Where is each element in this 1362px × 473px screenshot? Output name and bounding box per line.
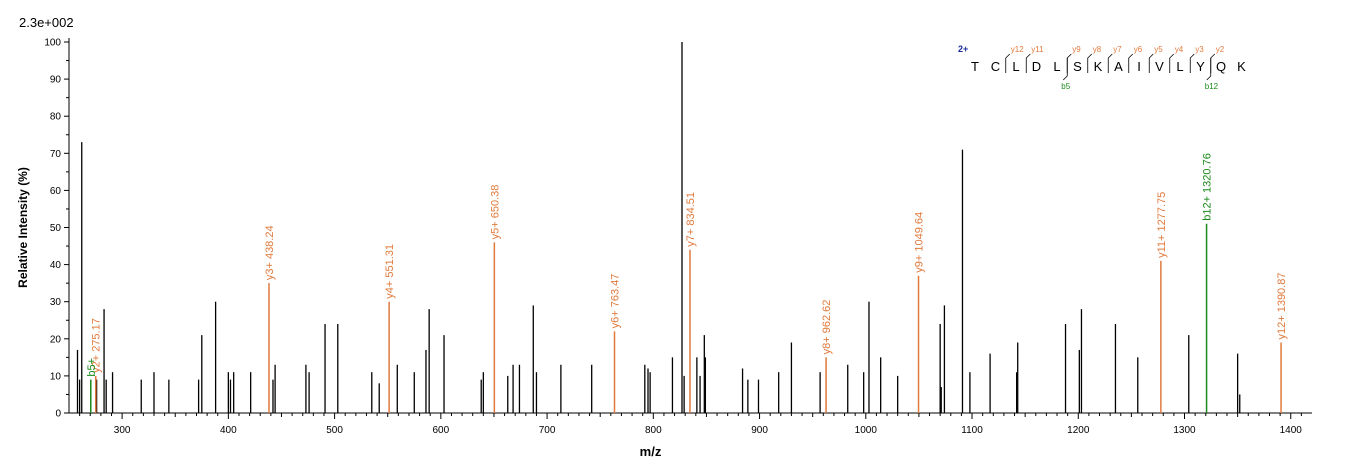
x-tick-label: 1100	[961, 425, 983, 436]
b-ion-bracket	[1206, 58, 1212, 81]
y-ion-label: y6	[1134, 45, 1143, 54]
y-ion-bracket	[1169, 53, 1175, 73]
y-ion-label: y5	[1154, 45, 1163, 54]
sequence-residue: T	[971, 59, 979, 74]
peak-annotation: b12+ 1320.76	[1202, 153, 1214, 221]
peak-annotation: y4+ 551.31	[384, 244, 396, 299]
y-ion-label: y8	[1093, 45, 1102, 54]
y-ion-bracket	[1210, 53, 1216, 73]
sequence-residue: C	[991, 59, 1000, 74]
sequence-residue: I	[1137, 59, 1141, 74]
peak-annotation: y5+ 650.38	[489, 185, 501, 240]
sequence-residue: A	[1114, 59, 1123, 74]
x-tick-label: 300	[114, 425, 131, 436]
sequence-residue: V	[1155, 59, 1164, 74]
peak-annotation: y9+ 1049.64	[914, 212, 926, 273]
peak-annotation: y6+ 763.47	[610, 274, 622, 329]
y-tick-label: 30	[50, 297, 62, 308]
y-ion-bracket	[1128, 53, 1134, 73]
peak-annotation: y11+ 1277.75	[1156, 192, 1168, 258]
x-tick-label: 1200	[1067, 425, 1090, 436]
y-ion-label: y4	[1175, 45, 1184, 54]
charge-state-label: 2+	[958, 44, 968, 54]
b-ion-label: b12	[1205, 82, 1219, 91]
x-axis-label: m/z	[640, 444, 662, 459]
y-tick-label: 100	[44, 38, 61, 49]
sequence-residue: Y	[1196, 59, 1205, 74]
y-ion-bracket	[1025, 53, 1031, 73]
y-axis-label: Relative Intensity (%)	[16, 167, 30, 288]
y-tick-label: 70	[50, 149, 62, 160]
x-tick-label: 900	[751, 425, 768, 436]
x-tick-label: 1400	[1280, 425, 1303, 436]
y-tick-label: 80	[50, 112, 62, 123]
sequence-residue: Q	[1216, 59, 1226, 74]
y-tick-label: 60	[50, 186, 62, 197]
b-ion-label: b5	[1061, 82, 1070, 91]
x-tick-label: 400	[220, 425, 237, 436]
x-tick-label: 1300	[1173, 425, 1196, 436]
peak-annotation: b5+	[86, 358, 98, 377]
y-ion-label: y11	[1031, 45, 1044, 54]
sequence-residue: L	[1012, 59, 1019, 74]
y-tick-label: 0	[55, 409, 61, 420]
y-tick-label: 90	[50, 75, 62, 86]
peak-annotation: y7+ 834.51	[685, 192, 697, 247]
sequence-residue: S	[1073, 59, 1082, 74]
y-tick-label: 50	[50, 223, 62, 234]
sequence-residue: K	[1237, 59, 1246, 74]
y-tick-label: 10	[50, 371, 62, 382]
y-ion-bracket	[1066, 53, 1072, 73]
y-ion-label: y9	[1072, 45, 1081, 54]
x-tick-label: 600	[432, 425, 449, 436]
sequence-residue: L	[1176, 59, 1183, 74]
sequence-residue: L	[1053, 59, 1060, 74]
peak-annotation: y12+ 1390.87	[1276, 273, 1288, 340]
y-ion-label: y3	[1195, 45, 1204, 54]
y-tick-label: 20	[50, 334, 62, 345]
peak-annotation: y8+ 962.62	[821, 300, 833, 355]
peak-annotation: y3+ 438.24	[264, 225, 276, 280]
y-ion-bracket	[1148, 53, 1154, 73]
y-ion-label: y7	[1113, 45, 1122, 54]
x-tick-label: 800	[645, 425, 662, 436]
peak-annotation: y2+ 275.17	[91, 318, 103, 373]
y-ion-label: y12	[1011, 45, 1024, 54]
y-ion-bracket	[1189, 53, 1195, 73]
x-tick-label: 500	[326, 425, 343, 436]
x-tick-label: 700	[539, 425, 556, 436]
y-ion-label: y2	[1216, 45, 1225, 54]
y-tick-label: 40	[50, 260, 62, 271]
b-ion-bracket	[1062, 58, 1068, 81]
y-ion-bracket	[1107, 53, 1113, 73]
y-ion-bracket	[1005, 53, 1011, 73]
x-tick-label: 1000	[855, 425, 878, 436]
intensity-scale-label: 2.3e+002	[19, 15, 74, 30]
sequence-residue: D	[1032, 59, 1041, 74]
y-ion-bracket	[1087, 53, 1093, 73]
sequence-residue: K	[1094, 59, 1103, 74]
